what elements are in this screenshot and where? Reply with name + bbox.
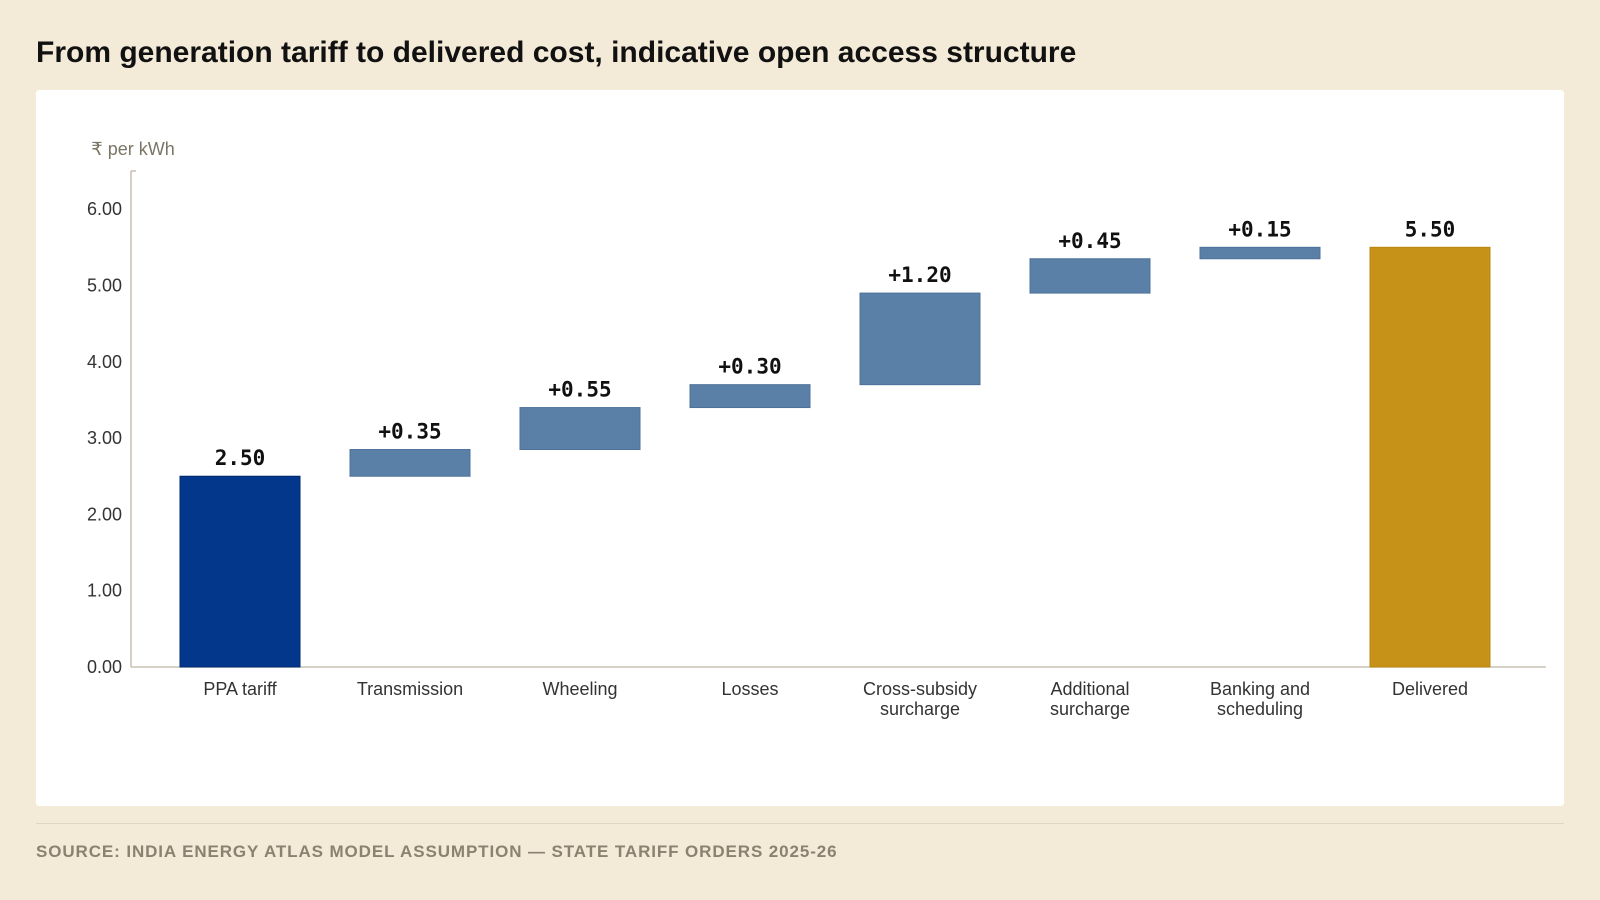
x-tick-label: Additional surcharge	[1050, 679, 1130, 719]
data-label: +0.15	[1228, 217, 1291, 241]
x-tick-label: Transmission	[357, 679, 463, 699]
y-tick-label: 1.00	[87, 581, 122, 601]
bar-1	[349, 449, 471, 477]
bar-5	[1029, 258, 1151, 294]
y-tick-label: 6.00	[87, 199, 122, 219]
x-tick-label: PPA tariff	[203, 679, 277, 699]
bar-0	[179, 475, 301, 668]
data-label: +0.35	[378, 420, 441, 444]
x-tick-label: Losses	[721, 679, 778, 699]
y-tick-label: 0.00	[87, 657, 122, 677]
x-tick-label: Banking and scheduling	[1210, 679, 1310, 719]
bar-4	[859, 292, 981, 386]
bar-6	[1199, 246, 1321, 260]
y-axis-label: ₹ per kWh	[91, 139, 174, 159]
x-tick-label: Cross-subsidy surcharge	[863, 679, 977, 719]
waterfall-chart: ₹ per kWh 0.00 1.00 2.00 3.00 4.00 5.00 6.00 2.5…	[87, 139, 1546, 719]
bar-2	[519, 407, 641, 451]
x-tick-label: Delivered	[1392, 679, 1468, 699]
bar-3	[689, 384, 811, 409]
data-label: +0.45	[1058, 229, 1121, 253]
x-tick-label: Wheeling	[542, 679, 617, 699]
chart-card: ₹ per kWh 0.00 1.00 2.00 3.00 4.00 5.00 6.00 2.5…	[36, 90, 1564, 806]
data-label: +1.20	[888, 263, 951, 287]
bar-7	[1369, 246, 1491, 668]
data-label: 5.50	[1405, 217, 1456, 241]
source-note: SOURCE: INDIA ENERGY ATLAS MODEL ASSUMPT…	[36, 842, 838, 861]
data-label: +0.55	[548, 378, 611, 402]
y-tick-label: 4.00	[87, 352, 122, 372]
y-tick-label: 3.00	[87, 428, 122, 448]
y-tick-label: 5.00	[87, 275, 122, 295]
footer-divider	[36, 823, 1564, 824]
data-label: +0.30	[718, 355, 781, 379]
data-label: 2.50	[215, 446, 266, 470]
page-title: From generation tariff to delivered cost…	[36, 36, 1077, 69]
y-tick-label: 2.00	[87, 504, 122, 524]
